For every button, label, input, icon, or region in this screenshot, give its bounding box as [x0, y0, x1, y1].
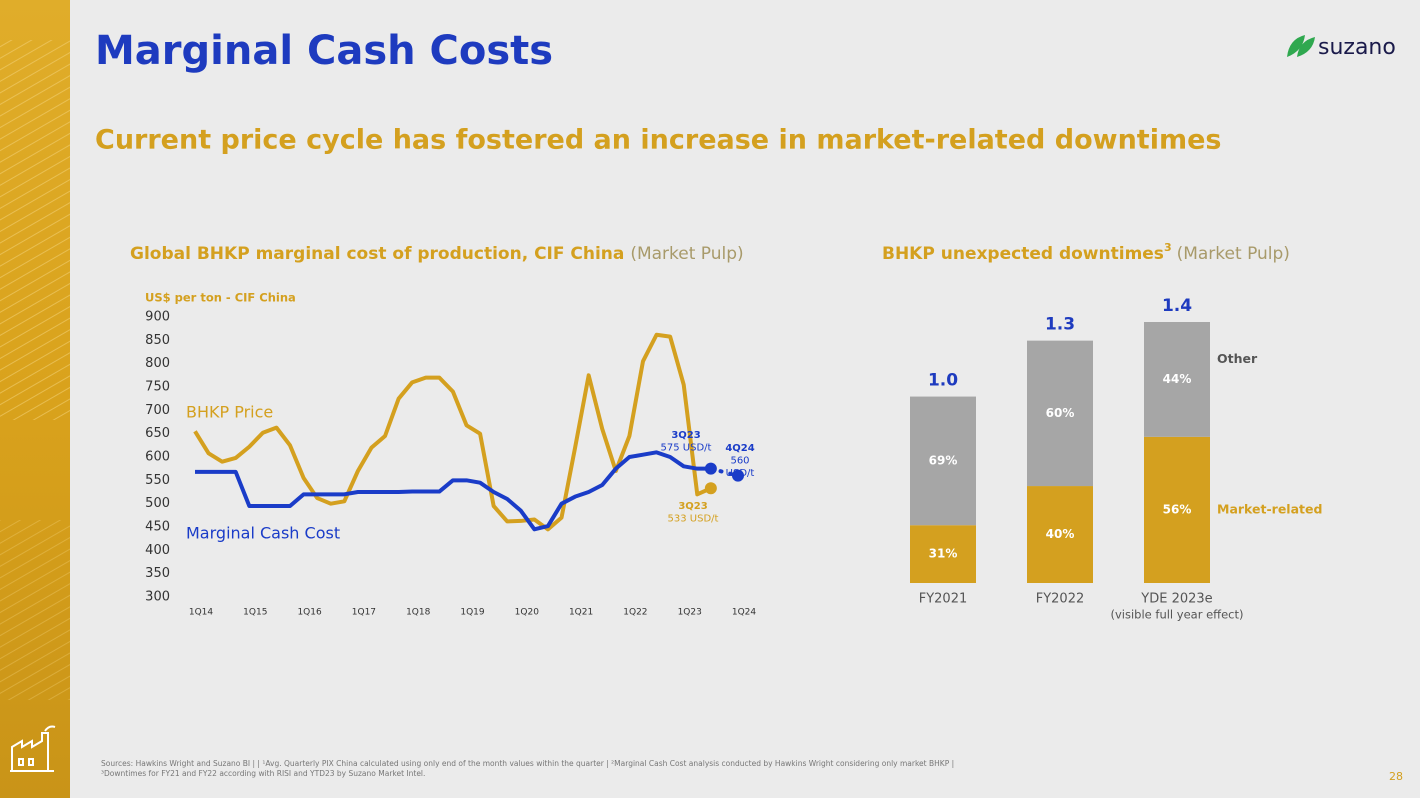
series-label: Marginal Cash Cost: [186, 524, 340, 543]
chart-title-note: 3: [1164, 241, 1172, 254]
bar-segment: [1144, 436, 1210, 583]
x-tick-label: 1Q16: [297, 608, 322, 618]
y-tick-label: 350: [145, 566, 170, 581]
annotation: 533 USD/t: [668, 514, 719, 525]
line: [195, 450, 711, 532]
slide-title: Marginal Cash Costs: [95, 28, 553, 74]
bar-segment: [1027, 486, 1093, 583]
page-number: 28: [1389, 770, 1403, 783]
annotation: 4Q24: [725, 443, 754, 454]
x-tick-label: FY2021: [919, 592, 968, 607]
annotation: 575 USD/t: [661, 443, 712, 454]
x-tick-label: 1Q14: [189, 608, 214, 618]
legend-label: Market-related: [1217, 501, 1322, 516]
value-label: 60%: [1046, 406, 1075, 420]
x-tick-label: 1Q20: [515, 608, 540, 618]
annotation: 3Q23: [671, 430, 700, 441]
x-tick-label: 1Q17: [352, 608, 376, 618]
total-label: 1.4: [1162, 296, 1192, 316]
factory-icon: [10, 725, 56, 772]
side-pattern: [0, 40, 70, 420]
bar-segment: [910, 525, 976, 583]
x-tick-label: 1Q15: [243, 608, 267, 618]
y-tick-label: 600: [145, 450, 170, 465]
x-tick-label: 1Q19: [460, 608, 485, 618]
x-tick-label: 1Q23: [678, 608, 702, 618]
bar-segment: [1027, 340, 1093, 487]
logo: suzano: [1287, 35, 1396, 60]
value-label: 56%: [1163, 502, 1192, 516]
y-tick-label: 450: [145, 520, 170, 535]
bar-segment: [910, 396, 976, 526]
chart-title: Global BHKP marginal cost of production,…: [130, 244, 744, 264]
y-tick-label: 700: [145, 403, 170, 418]
y-tick-label: 900: [145, 310, 170, 325]
value-label: 69%: [929, 453, 958, 467]
y-tick-label: 400: [145, 543, 170, 558]
x-tick-label: 1Q22: [623, 608, 647, 618]
legend-label: Other: [1217, 351, 1258, 366]
total-label: 1.0: [928, 371, 958, 391]
annotation: USD/t: [726, 468, 755, 479]
bar-segment: [1144, 322, 1210, 437]
y-tick-label: 750: [145, 380, 170, 395]
x-tick-label: 1Q18: [406, 608, 431, 618]
logo-text: suzano: [1318, 35, 1396, 60]
total-label: 1.3: [1045, 315, 1075, 335]
annotation: 3Q23: [678, 501, 707, 512]
line: [193, 332, 712, 532]
chart-title-note: (Market Pulp): [630, 244, 743, 264]
side-pattern: [0, 520, 70, 700]
end-marker: [704, 482, 717, 495]
slide-subtitle: Current price cycle has fostered an incr…: [95, 125, 1221, 156]
x-tick-label: FY2022: [1036, 592, 1085, 607]
value-label: 44%: [1163, 372, 1192, 386]
y-tick-label: 650: [145, 426, 170, 441]
y-tick-label: 850: [145, 333, 170, 348]
y-tick-label: 800: [145, 356, 170, 371]
sources: Sources: Hawkins Wright and Suzano BI | …: [101, 759, 954, 768]
y-axis-label: US$ per ton - CIF China: [145, 291, 296, 305]
x-tick-label: 1Q21: [569, 608, 593, 618]
y-tick-label: 550: [145, 473, 170, 488]
x-tick-label: 1Q24: [732, 608, 757, 618]
chart-title-main: BHKP unexpected downtimes: [882, 244, 1164, 264]
value-label: 40%: [1046, 527, 1075, 541]
y-tick-label: 300: [145, 590, 170, 605]
series-label: BHKP Price: [186, 403, 273, 422]
value-label: 31%: [929, 547, 958, 561]
chart-title-main: Global BHKP marginal cost of production,…: [130, 244, 624, 264]
chart-title: BHKP unexpected downtimes3 (Market Pulp): [882, 241, 1290, 264]
y-tick-label: 500: [145, 496, 170, 511]
x-tick-note: (visible full year effect): [1111, 608, 1244, 622]
chart-subtitle: (Market Pulp): [1177, 244, 1290, 264]
x-tick-label: YDE 2023e: [1140, 592, 1212, 607]
end-marker: [732, 469, 744, 482]
annotation: 560: [730, 456, 749, 467]
sources: ³Downtimes for FY21 and FY22 according w…: [101, 769, 425, 778]
